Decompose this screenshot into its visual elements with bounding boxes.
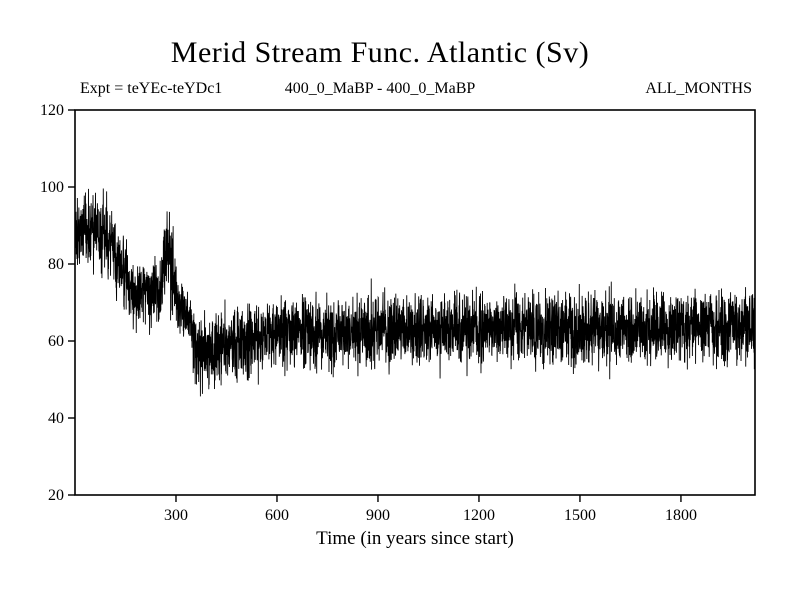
- x-axis-title: Time (in years since start): [316, 528, 514, 549]
- y-tick-label: 20: [48, 487, 64, 504]
- y-tick-label: 60: [48, 333, 64, 350]
- chart-title: Merid Stream Func. Atlantic (Sv): [170, 36, 590, 69]
- y-tick-label: 120: [40, 102, 64, 119]
- dataset-label: 400_0_MaBP - 400_0_MaBP: [284, 80, 476, 97]
- x-tick-label: 600: [265, 507, 289, 524]
- experiment-label: Expt = teYEc-teYDc1: [80, 80, 223, 97]
- series-line: [74, 188, 756, 397]
- x-tick-label: 900: [366, 507, 390, 524]
- y-tick-label: 80: [48, 256, 64, 273]
- y-tick-label: 100: [40, 179, 64, 196]
- x-tick-label: 300: [164, 507, 188, 524]
- y-tick-label: 40: [48, 410, 64, 427]
- x-tick-label: 1800: [665, 507, 697, 524]
- plot-frame: [74, 109, 756, 496]
- x-tick-label: 1200: [463, 507, 495, 524]
- months-label: ALL_MONTHS: [645, 80, 752, 97]
- x-tick-label: 1500: [564, 507, 596, 524]
